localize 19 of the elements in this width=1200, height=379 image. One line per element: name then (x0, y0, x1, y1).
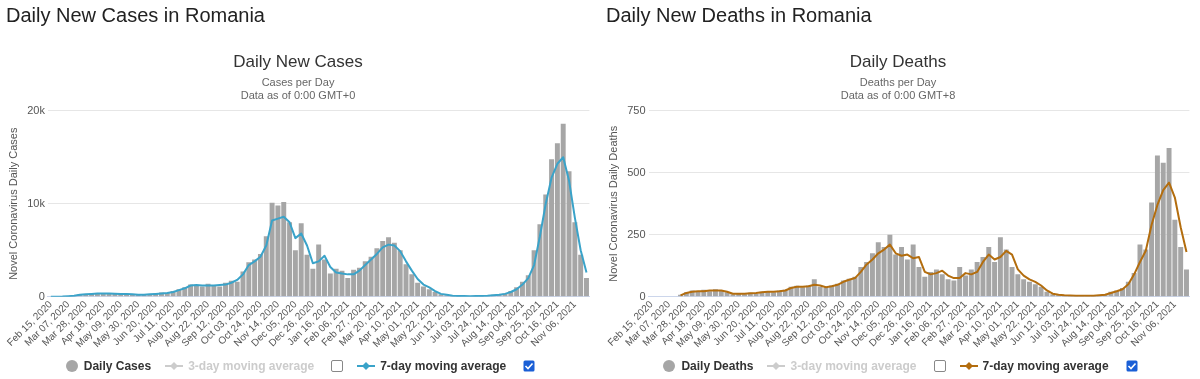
y-tick-label: 750 (627, 103, 646, 116)
chart-subtitle: Cases per Day Data as of 0:00 GMT+0 (240, 76, 356, 102)
y-axis-title: Novel Coronavirus Daily Cases (6, 127, 19, 280)
chart-title: Daily New Cases (233, 51, 363, 71)
y-tick-label: 10k (27, 196, 46, 209)
legend-label: Daily Deaths (681, 359, 754, 373)
legend-label: 7-day moving average (380, 359, 507, 373)
text: Daily New Cases in Romania (6, 4, 265, 26)
text: Daily New Deaths in Romania (606, 4, 872, 26)
y-axis-title: Novel Coronavirus Daily Deaths (606, 125, 619, 282)
chart-title: Daily Deaths (849, 51, 947, 71)
y-tick-label: 500 (627, 165, 646, 178)
legend-label: Daily Cases (83, 359, 152, 373)
y-tick-label: 0 (639, 289, 646, 302)
legend-label: 7-day moving average (982, 359, 1109, 373)
y-tick-label: 20k (27, 103, 46, 116)
chart-subtitle: Deaths per Day Data as of 0:00 GMT+8 (840, 76, 956, 102)
y-tick-label: 0 (38, 289, 45, 302)
y-tick-label: 250 (627, 227, 646, 240)
